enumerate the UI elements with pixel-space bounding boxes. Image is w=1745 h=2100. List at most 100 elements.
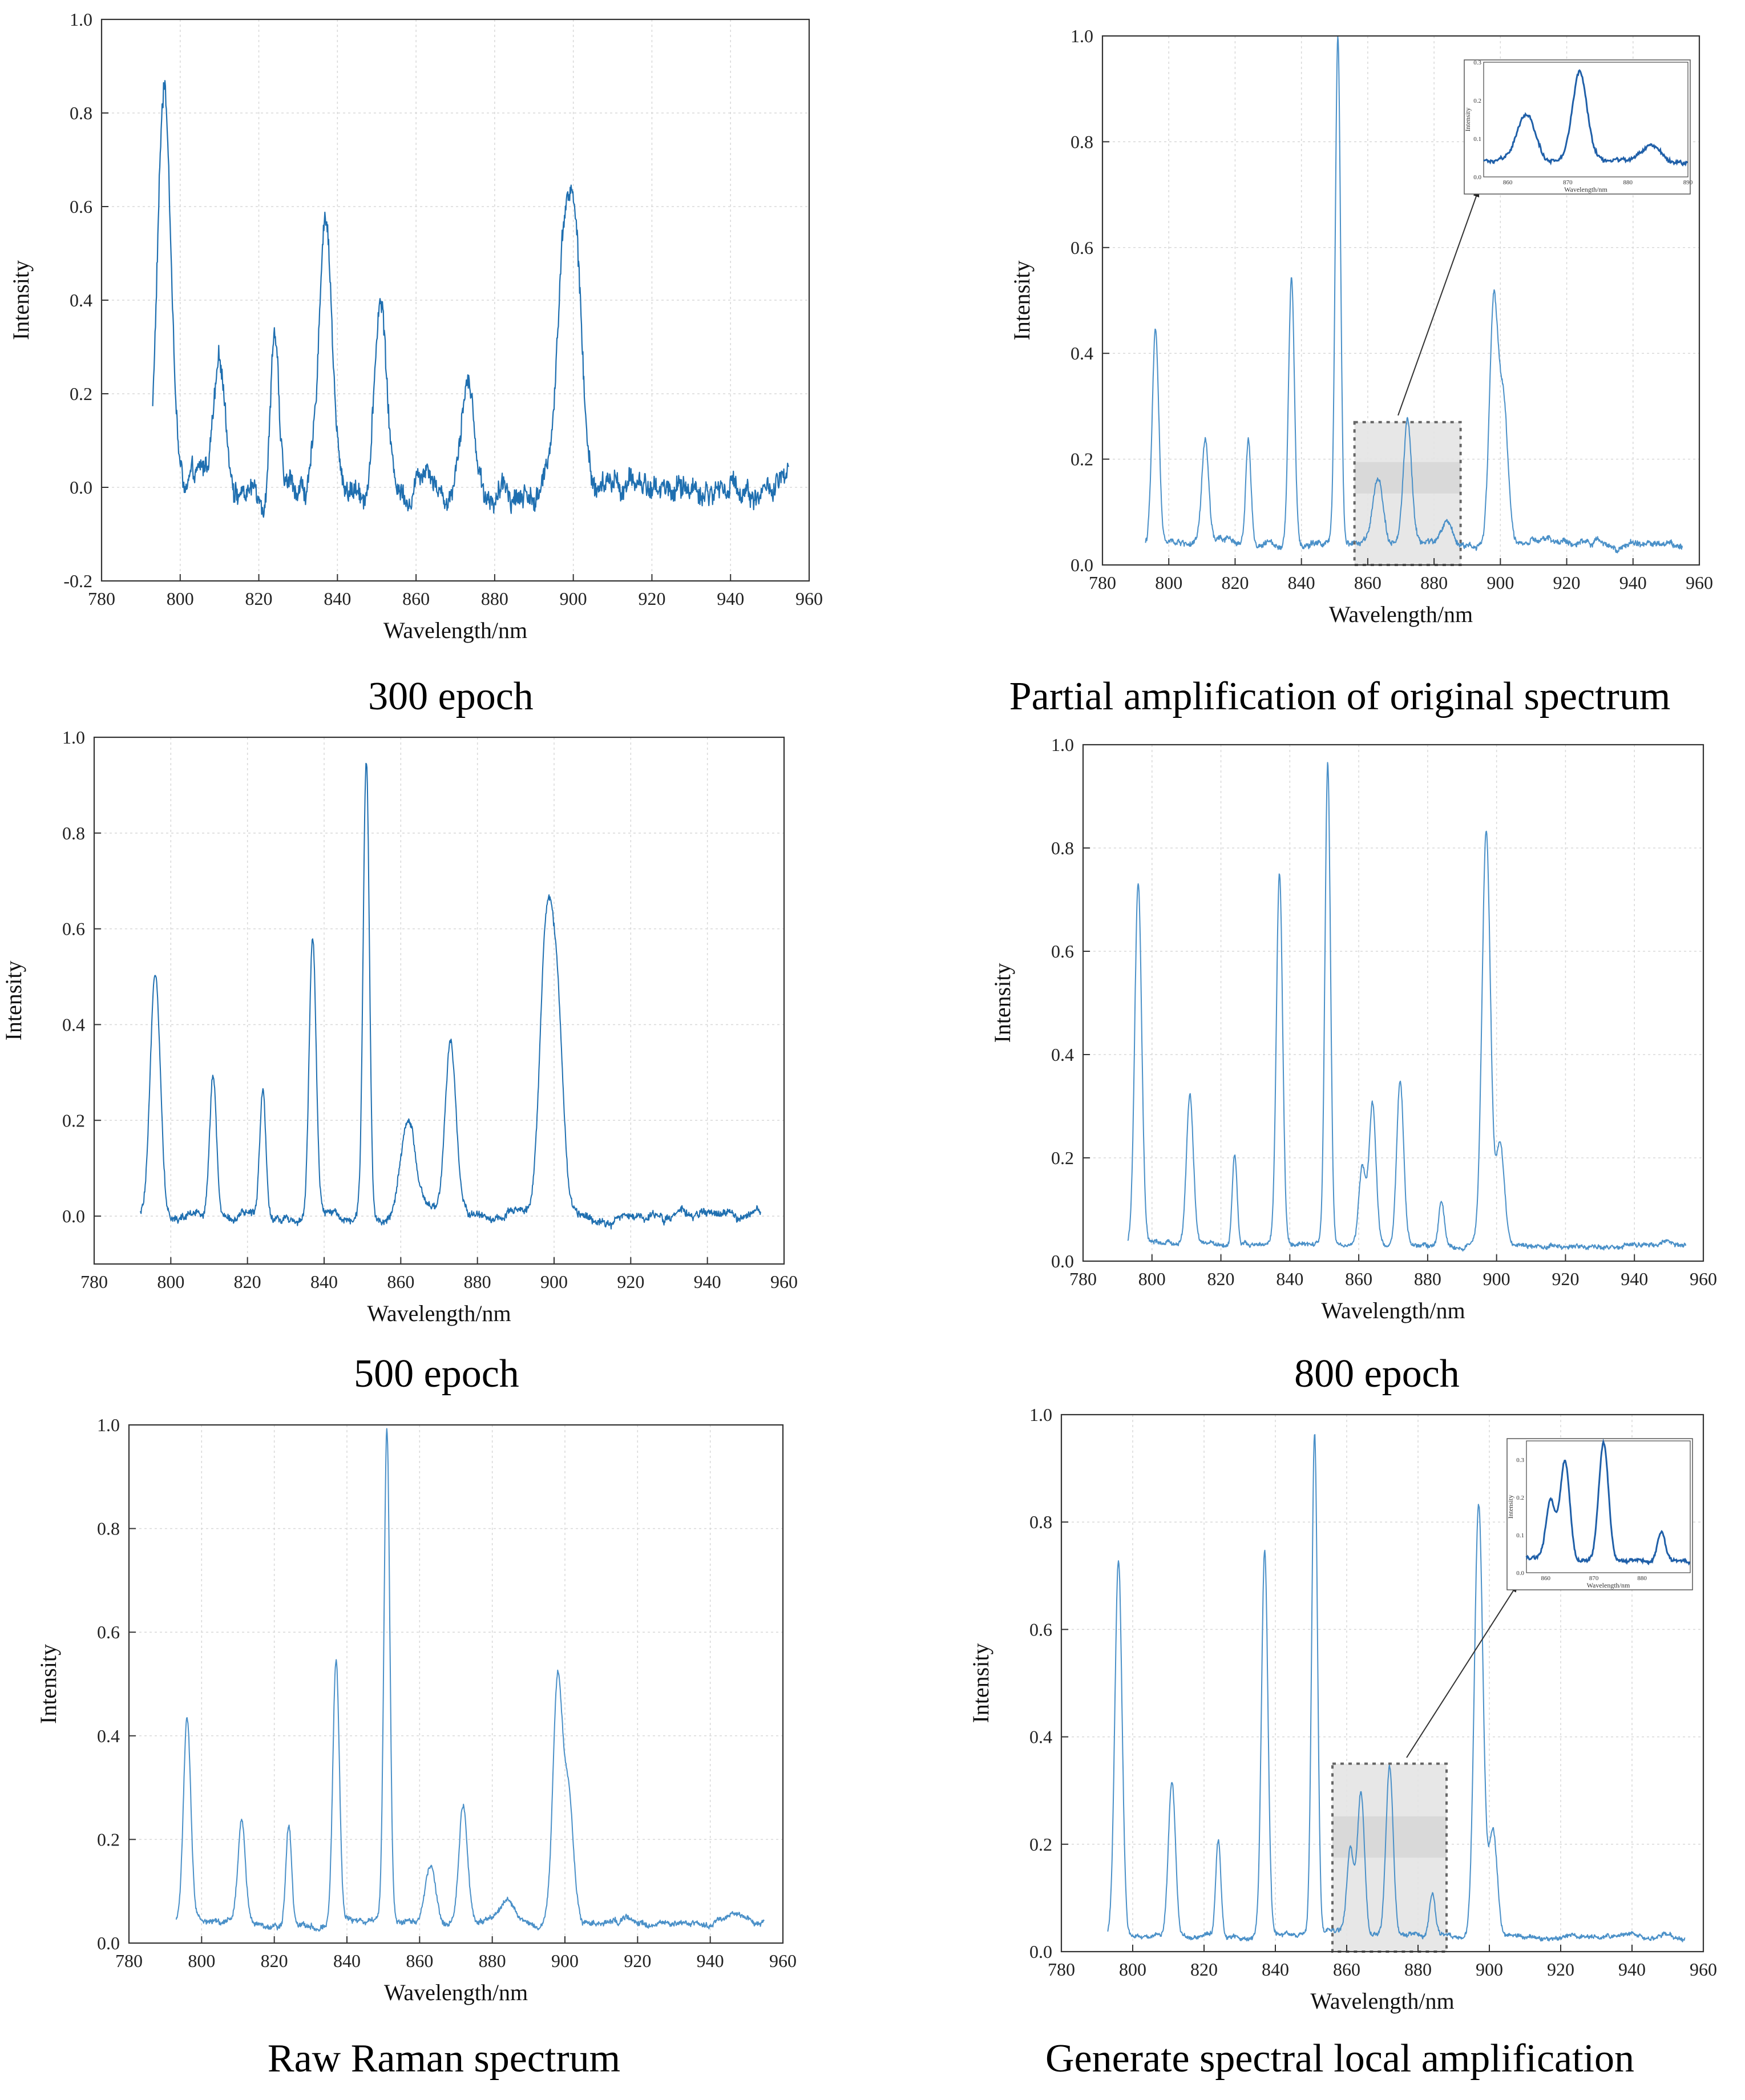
x-axis-label: Wavelength/nm xyxy=(384,1980,528,2005)
panel-generated-amplification: 780 800 820 840 860 880 900 920 940 960 0.0 0.2 0.4 0… xyxy=(968,1404,1717,2014)
x-tick-label: 840 xyxy=(324,588,351,609)
x-tick-label: 820 xyxy=(245,588,273,609)
x-tick-label: 820 xyxy=(261,1950,288,1971)
spectrum-line xyxy=(152,80,789,518)
y-tick-label: 0.6 xyxy=(97,1622,120,1642)
x-tick-label: 800 xyxy=(188,1950,215,1971)
inset-frame xyxy=(1506,1438,1693,1590)
inset-x-tick-label: 880 xyxy=(1623,179,1633,186)
x-tick-label: 960 xyxy=(1690,1959,1717,1980)
y-tick-label: 0.4 xyxy=(70,290,92,310)
axes-frame xyxy=(1082,744,1704,1262)
inset-axes xyxy=(1526,1440,1691,1573)
axes-frame xyxy=(128,1424,784,1944)
y-tick-label: 1.0 xyxy=(1051,734,1074,755)
x-axis-label: Wavelength/nm xyxy=(1310,1988,1454,2014)
y-tick-label: 0.4 xyxy=(1029,1727,1052,1747)
y-tick-label: 0.6 xyxy=(70,196,92,217)
x-tick-label: 860 xyxy=(387,1271,414,1292)
y-tick-label: 0.6 xyxy=(1071,237,1093,258)
x-tick-label: 960 xyxy=(1686,572,1713,593)
inset-spectrum-line xyxy=(1483,69,1689,167)
y-tick-label: 0.2 xyxy=(97,1829,120,1849)
inset-x-tick-label: 880 xyxy=(1637,1575,1647,1582)
inset-x-axis-label: Wavelength/nm xyxy=(1564,185,1607,193)
x-tick-label: 820 xyxy=(234,1271,261,1292)
x-tick-label: 920 xyxy=(638,588,665,609)
x-tick-label: 960 xyxy=(1690,1269,1717,1289)
caption-500-epoch: 500 epoch xyxy=(354,1352,519,1396)
y-tick-label: 0.0 xyxy=(1029,1941,1052,1962)
y-tick-label: 0.0 xyxy=(62,1206,85,1226)
x-axis-label: Wavelength/nm xyxy=(1321,1298,1465,1323)
x-tick-label: 900 xyxy=(551,1950,579,1971)
spectrum-line xyxy=(1127,762,1687,1252)
x-tick-label: 860 xyxy=(1354,572,1382,593)
y-tick-label: 0.4 xyxy=(1051,1044,1074,1065)
x-tick-label: 820 xyxy=(1190,1959,1218,1980)
x-tick-label: 780 xyxy=(1089,572,1116,593)
zoom-pointer-line xyxy=(1406,1583,1518,1758)
x-tick-label: 860 xyxy=(1345,1269,1372,1289)
x-tick-label: 920 xyxy=(1552,1269,1579,1289)
panel-partial-amplification: 780 800 820 840 860 880 900 920 940 960 0.0 0.2 0.4 0… xyxy=(1009,26,1713,627)
caption-generated-amplification: Generate spectral local amplification xyxy=(1045,2037,1634,2081)
x-tick-label: 920 xyxy=(1547,1959,1574,1980)
x-tick-label: 920 xyxy=(1553,572,1581,593)
y-tick-label: 1.0 xyxy=(97,1415,120,1435)
x-tick-label: 960 xyxy=(769,1950,797,1971)
x-tick-label: 860 xyxy=(402,588,430,609)
inset-y-tick-label: 0.1 xyxy=(1516,1532,1524,1539)
x-tick-label: 860 xyxy=(406,1950,433,1971)
x-tick-label: 960 xyxy=(795,588,823,609)
inset-y-tick-label: 0.2 xyxy=(1473,98,1481,104)
x-tick-label: 780 xyxy=(115,1950,143,1971)
x-tick-label: 780 xyxy=(80,1271,108,1292)
inset-y-tick-label: 0.1 xyxy=(1473,136,1481,143)
x-tick-label: 960 xyxy=(770,1271,798,1292)
panel-500-epoch: 780 800 820 840 860 880 900 920 940 960 0.0 0.2 0.4 0… xyxy=(1,727,798,1326)
inset-y-axis-label: Intensity xyxy=(1464,108,1472,132)
x-tick-label: 940 xyxy=(1621,1269,1648,1289)
inset-x-axis-label: Wavelength/nm xyxy=(1587,1581,1630,1589)
x-tick-label: 880 xyxy=(1414,1269,1441,1289)
inset-spectrum-line xyxy=(1525,1439,1690,1566)
x-tick-label: 780 xyxy=(88,588,115,609)
x-tick-label: 900 xyxy=(1483,1269,1510,1289)
caption-300-epoch: 300 epoch xyxy=(368,675,534,718)
y-tick-label: 0.8 xyxy=(62,823,85,843)
y-tick-label: 0.2 xyxy=(62,1110,85,1130)
x-tick-label: 860 xyxy=(1333,1959,1360,1980)
inset-x-tick-label: 870 xyxy=(1589,1575,1599,1582)
x-axis-label: Wavelength/nm xyxy=(1329,601,1473,627)
x-tick-label: 800 xyxy=(157,1271,184,1292)
y-tick-label: 0.2 xyxy=(1051,1148,1074,1168)
spectrum-line xyxy=(139,762,761,1230)
y-tick-label: 0.2 xyxy=(1029,1834,1052,1855)
x-tick-label: 920 xyxy=(617,1271,644,1292)
panel-raw-raman: 780 800 820 840 860 880 900 920 940 960 0.0 0.2 0.4 0… xyxy=(35,1415,797,2005)
x-tick-label: 840 xyxy=(1262,1959,1289,1980)
x-tick-label: 940 xyxy=(697,1950,724,1971)
y-tick-label: 0.0 xyxy=(1051,1251,1074,1271)
panel-300-epoch: 780 800 820 840 860 880 900 920 940 960 -0.2 0.0 0.2… xyxy=(8,9,823,643)
x-tick-label: 940 xyxy=(717,588,744,609)
y-axis-label: Intensity xyxy=(35,1644,61,1724)
spectrum-line xyxy=(1107,1434,1686,1942)
x-tick-label: 800 xyxy=(1138,1269,1166,1289)
x-tick-label: 880 xyxy=(1404,1959,1432,1980)
y-tick-label: 0.6 xyxy=(1051,941,1074,962)
zoom-box-outline xyxy=(1353,421,1462,567)
inset-x-tick-label: 890 xyxy=(1683,179,1693,186)
x-tick-label: 780 xyxy=(1069,1269,1097,1289)
y-tick-label: 0.4 xyxy=(62,1014,85,1035)
y-axis-label: Intensity xyxy=(989,963,1015,1043)
y-tick-label: 1.0 xyxy=(1029,1404,1052,1425)
spectrum-line xyxy=(1145,36,1683,554)
y-tick-label: 0.4 xyxy=(97,1726,120,1746)
y-tick-label: 0.2 xyxy=(70,383,92,404)
caption-raw-raman: Raw Raman spectrum xyxy=(268,2037,620,2081)
inset-axes xyxy=(1483,62,1689,177)
y-tick-label: 0.8 xyxy=(97,1519,120,1539)
y-tick-label: 1.0 xyxy=(62,727,85,748)
